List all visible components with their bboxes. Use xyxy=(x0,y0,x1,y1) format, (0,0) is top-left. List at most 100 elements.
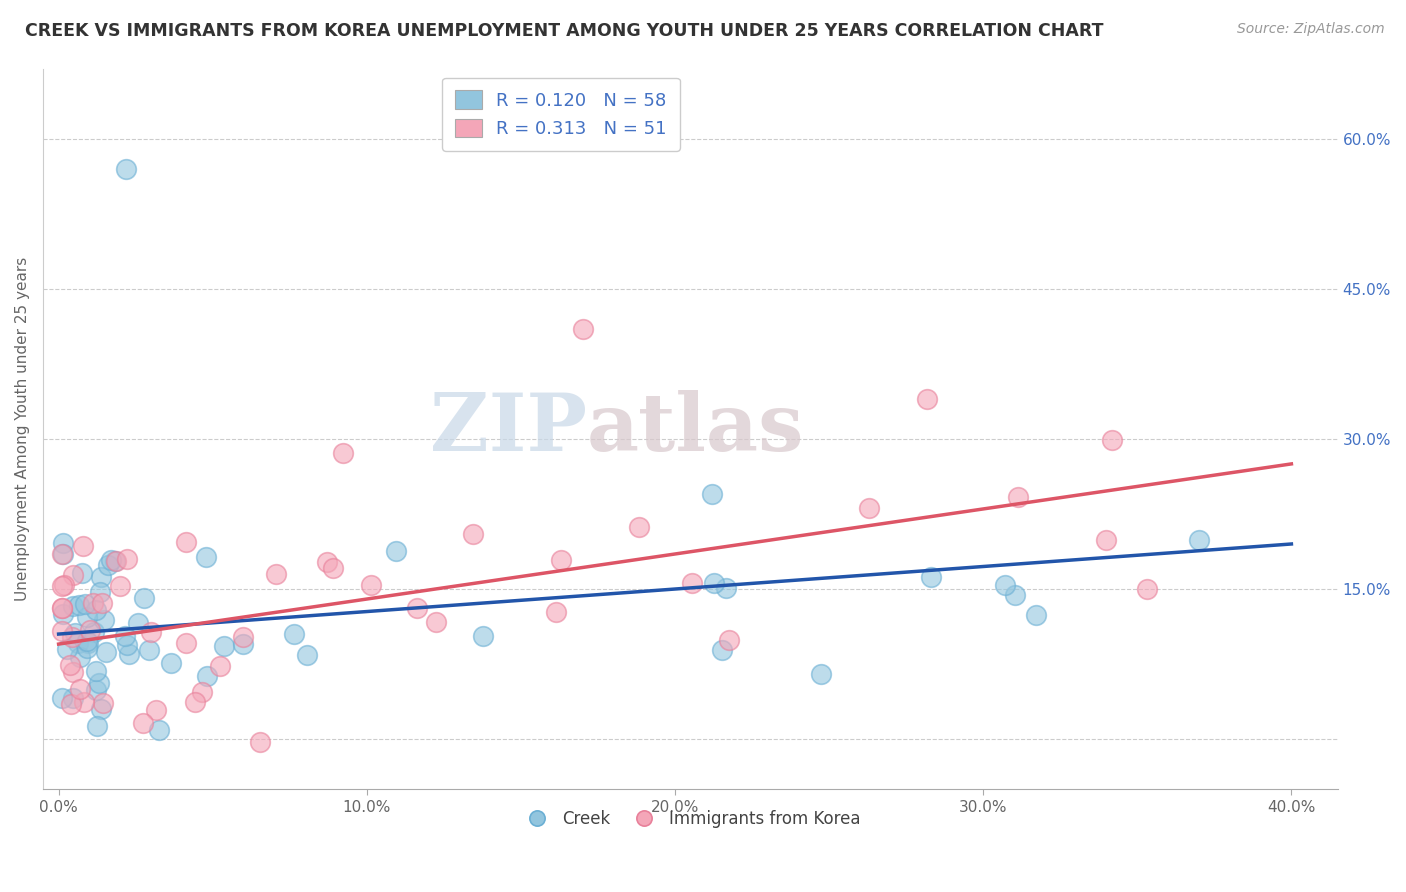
Point xyxy=(51,601,73,615)
Point xyxy=(858,501,880,516)
Point xyxy=(90,570,112,584)
Point xyxy=(51,690,73,705)
Point xyxy=(405,600,427,615)
Text: Source: ZipAtlas.com: Source: ZipAtlas.com xyxy=(1237,22,1385,37)
Point xyxy=(62,567,84,582)
Legend: Creek, Immigrants from Korea: Creek, Immigrants from Korea xyxy=(513,804,868,835)
Point xyxy=(208,659,231,673)
Point xyxy=(60,697,83,711)
Point xyxy=(145,702,167,716)
Point xyxy=(86,719,108,733)
Point xyxy=(72,539,94,553)
Point xyxy=(87,676,110,690)
Point xyxy=(62,691,84,706)
Point xyxy=(118,647,141,661)
Point xyxy=(920,570,942,584)
Point xyxy=(710,643,733,657)
Point xyxy=(62,630,84,644)
Point xyxy=(52,547,75,561)
Point xyxy=(191,684,214,698)
Point xyxy=(546,605,568,619)
Point xyxy=(93,696,115,710)
Point xyxy=(332,445,354,459)
Point xyxy=(96,645,118,659)
Point xyxy=(550,552,572,566)
Point xyxy=(1101,433,1123,447)
Point xyxy=(114,630,136,644)
Point xyxy=(212,639,235,653)
Point xyxy=(283,627,305,641)
Point xyxy=(148,723,170,737)
Point xyxy=(104,554,127,568)
Point xyxy=(76,610,98,624)
Point xyxy=(93,613,115,627)
Point xyxy=(1188,533,1211,547)
Point xyxy=(108,579,131,593)
Point xyxy=(425,615,447,630)
Point xyxy=(89,585,111,599)
Point xyxy=(84,603,107,617)
Point xyxy=(51,547,73,561)
Point xyxy=(51,624,73,639)
Point xyxy=(69,681,91,696)
Point xyxy=(73,695,96,709)
Point xyxy=(56,642,79,657)
Point xyxy=(159,656,181,670)
Point xyxy=(472,628,495,642)
Point xyxy=(1095,533,1118,547)
Point xyxy=(174,636,197,650)
Point xyxy=(63,625,86,640)
Point xyxy=(195,669,218,683)
Text: ZIP: ZIP xyxy=(430,390,586,468)
Point xyxy=(1004,588,1026,602)
Point xyxy=(69,650,91,665)
Point xyxy=(115,161,138,176)
Point xyxy=(82,596,104,610)
Point xyxy=(52,607,75,621)
Point xyxy=(90,596,112,610)
Text: CREEK VS IMMIGRANTS FROM KOREA UNEMPLOYMENT AMONG YOUTH UNDER 25 YEARS CORRELATI: CREEK VS IMMIGRANTS FROM KOREA UNEMPLOYM… xyxy=(25,22,1104,40)
Point xyxy=(138,642,160,657)
Point xyxy=(264,566,287,581)
Point xyxy=(385,544,408,558)
Point xyxy=(52,577,75,591)
Point xyxy=(295,648,318,663)
Point xyxy=(127,615,149,630)
Point xyxy=(994,578,1017,592)
Point xyxy=(100,553,122,567)
Point xyxy=(84,682,107,697)
Point xyxy=(62,599,84,613)
Point xyxy=(67,598,90,612)
Point xyxy=(184,695,207,709)
Point xyxy=(232,630,254,644)
Point xyxy=(90,702,112,716)
Point xyxy=(1025,608,1047,623)
Point xyxy=(59,657,82,672)
Point xyxy=(195,549,218,564)
Point xyxy=(66,636,89,650)
Point xyxy=(97,558,120,572)
Text: atlas: atlas xyxy=(586,390,804,468)
Y-axis label: Unemployment Among Youth under 25 years: Unemployment Among Youth under 25 years xyxy=(15,257,30,601)
Point xyxy=(51,601,73,615)
Point xyxy=(360,578,382,592)
Point xyxy=(86,664,108,678)
Point xyxy=(810,667,832,681)
Point xyxy=(174,534,197,549)
Point xyxy=(139,625,162,640)
Point xyxy=(134,591,156,606)
Point xyxy=(104,554,127,568)
Point xyxy=(75,597,97,611)
Point xyxy=(322,561,344,575)
Point xyxy=(79,623,101,637)
Point xyxy=(316,555,339,569)
Point xyxy=(1136,582,1159,597)
Point xyxy=(70,566,93,580)
Point xyxy=(232,637,254,651)
Point xyxy=(702,487,724,501)
Point xyxy=(571,322,593,336)
Point xyxy=(681,575,703,590)
Point xyxy=(76,640,98,655)
Point xyxy=(77,635,100,649)
Point xyxy=(83,625,105,640)
